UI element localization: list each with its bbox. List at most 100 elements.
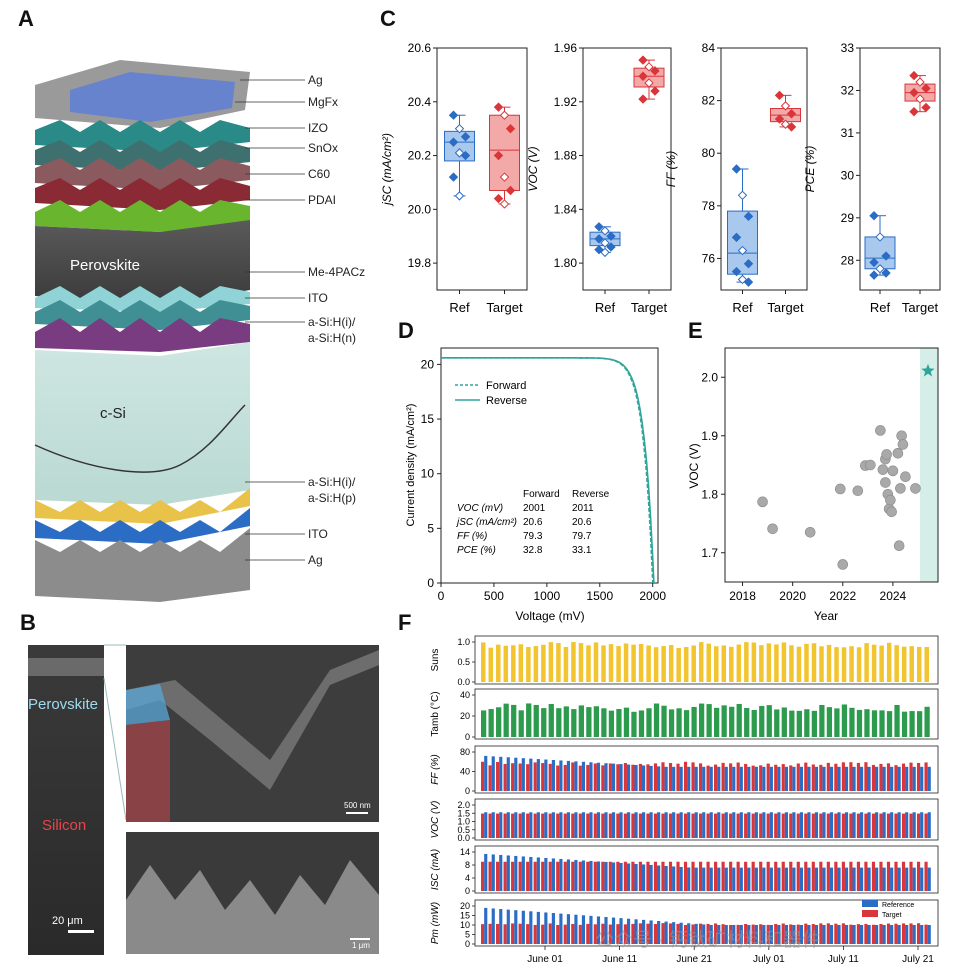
panel-c-boxplots: 19.8 20.0 20.2 20.4 20.6 jSC (mA/cm²) Ref Targe… — [380, 41, 941, 315]
f-tamb-bar-45 — [819, 704, 825, 737]
f-tamb-bar-43 — [804, 709, 810, 737]
f-reference-bar-3-14 — [589, 812, 593, 838]
f-tamb-bar-48 — [841, 704, 848, 737]
f-reference-bar-5-8 — [544, 912, 548, 944]
f-reference-bar-2-55 — [897, 766, 901, 791]
panel-a-device-stack: Perovskite c-Si Ag MgFx — [34, 60, 365, 602]
f-target-bar-3-5 — [518, 813, 522, 838]
e-xtick-label-2: 2022 — [829, 589, 856, 603]
f-reference-bar-2-11 — [566, 760, 570, 791]
f-reference-bar-3-36 — [754, 812, 758, 838]
f-reference-bar-2-28 — [694, 766, 698, 791]
f-reference-bar-4-48 — [844, 867, 849, 891]
f-tamb-bar-58 — [916, 711, 923, 737]
c-frame-1 — [582, 47, 672, 291]
f-target-bar-2-9 — [548, 763, 552, 791]
f-suns-bar-9 — [548, 642, 554, 682]
f-target-bar-5-28 — [691, 924, 695, 944]
panel-label-b: B — [20, 610, 36, 635]
f-tamb-bar-3 — [503, 703, 509, 737]
f-reference-bar-3-10 — [559, 812, 563, 838]
c-point-1-0-2 — [606, 231, 616, 241]
f-target-bar-5-32 — [721, 924, 725, 944]
e-point-17 — [887, 465, 899, 477]
f-reference-bar-3-1 — [491, 812, 495, 838]
f-target-bar-3-3 — [503, 813, 507, 838]
f-target-bar-3-24 — [661, 813, 665, 838]
f-reference-bar-5-2 — [499, 909, 503, 944]
f-reference-bar-2-48 — [844, 766, 849, 791]
d-legend-forward: Forward — [486, 380, 526, 392]
f-suns-bar-15 — [593, 642, 599, 682]
f-suns-bar-49 — [849, 646, 854, 682]
f-target-bar-5-22 — [646, 923, 650, 944]
d-ytick-label-1: 5 — [427, 521, 434, 535]
f-suns-bar-16 — [601, 645, 606, 682]
f-tamb-bar-28 — [691, 706, 697, 737]
label-snox: SnOx — [308, 141, 338, 155]
f-reference-bar-4-4 — [514, 855, 518, 891]
f-reference-bar-5-9 — [551, 913, 555, 944]
e-point-7 — [865, 459, 876, 471]
f-reference-bar-3-57 — [912, 812, 916, 838]
d-ytick-label-3: 15 — [421, 412, 435, 426]
c-ytick-label-0-4: 20.6 — [408, 41, 432, 55]
sem-left-perovskite-band — [28, 658, 104, 676]
f-suns-bar-53 — [879, 645, 884, 682]
f-target-bar-2-55 — [894, 765, 898, 791]
f-target-bar-5-48 — [841, 923, 845, 944]
f-target-bar-3-18 — [616, 813, 620, 838]
f-reference-bar-5-44 — [814, 925, 819, 944]
c-ytick-label-2-0: 76 — [702, 251, 716, 265]
c-ytick-label-3-3: 31 — [841, 126, 855, 140]
f-suns-bar-50 — [856, 647, 862, 682]
c-point-3-1-4 — [915, 94, 925, 104]
f-target-bar-2-21 — [638, 763, 643, 791]
f-ytick-label-5-0: 0 — [465, 939, 470, 949]
f-suns-bar-45 — [819, 646, 824, 682]
c-ytick-label-2-2: 80 — [702, 146, 716, 160]
f-reference-bar-5-49 — [852, 925, 856, 944]
f-reference-bar-4-50 — [859, 867, 864, 891]
f-tamb-bar-44 — [811, 710, 817, 737]
f-xtick-label-0: June 01 — [527, 954, 563, 965]
f-target-bar-3-6 — [526, 813, 530, 838]
f-reference-bar-4-34 — [739, 867, 743, 891]
f-target-bar-4-30 — [706, 861, 710, 891]
f-reference-bar-2-40 — [784, 766, 788, 791]
f-reference-bar-4-39 — [777, 867, 781, 891]
f-legend-target: Target — [882, 912, 902, 919]
f-reference-bar-3-52 — [875, 812, 879, 838]
e-point-16 — [885, 494, 896, 506]
f-reference-bar-5-58 — [920, 925, 924, 944]
f-reference-bar-4-27 — [687, 867, 691, 891]
f-target-bar-2-38 — [766, 763, 770, 791]
f-reference-bar-4-17 — [611, 862, 616, 891]
f-suns-bar-21 — [638, 644, 644, 682]
f-suns-bar-56 — [901, 646, 907, 682]
f-reference-bar-5-53 — [882, 925, 886, 944]
f-ytick-label-2-2: 80 — [460, 747, 470, 757]
f-reference-bar-2-54 — [890, 766, 894, 791]
f-tamb-bar-10 — [556, 708, 562, 737]
f-reference-bar-3-9 — [551, 812, 555, 838]
f-reference-bar-5-13 — [581, 915, 586, 944]
f-target-bar-3-39 — [774, 813, 778, 838]
f-suns-bar-32 — [721, 645, 727, 682]
f-reference-bar-3-27 — [687, 812, 691, 838]
c-point-0-0-0 — [448, 110, 459, 120]
f-reference-bar-2-7 — [536, 759, 540, 791]
f-tamb-bar-15 — [593, 706, 600, 737]
c-point-0-1-7 — [499, 199, 510, 209]
panel-label-e: E — [688, 318, 703, 343]
c-point-2-0-5 — [743, 258, 754, 269]
f-target-bar-5-24 — [661, 923, 665, 944]
f-tamb-bar-13 — [578, 705, 584, 737]
f-target-bar-3-34 — [736, 813, 740, 838]
f-target-bar-4-6 — [526, 861, 530, 891]
e-highlight-band — [920, 348, 938, 582]
f-tamb-bar-1 — [488, 709, 494, 737]
f-target-bar-3-44 — [811, 813, 815, 838]
f-target-bar-5-39 — [774, 923, 778, 944]
f-reference-bar-2-47 — [837, 766, 841, 791]
